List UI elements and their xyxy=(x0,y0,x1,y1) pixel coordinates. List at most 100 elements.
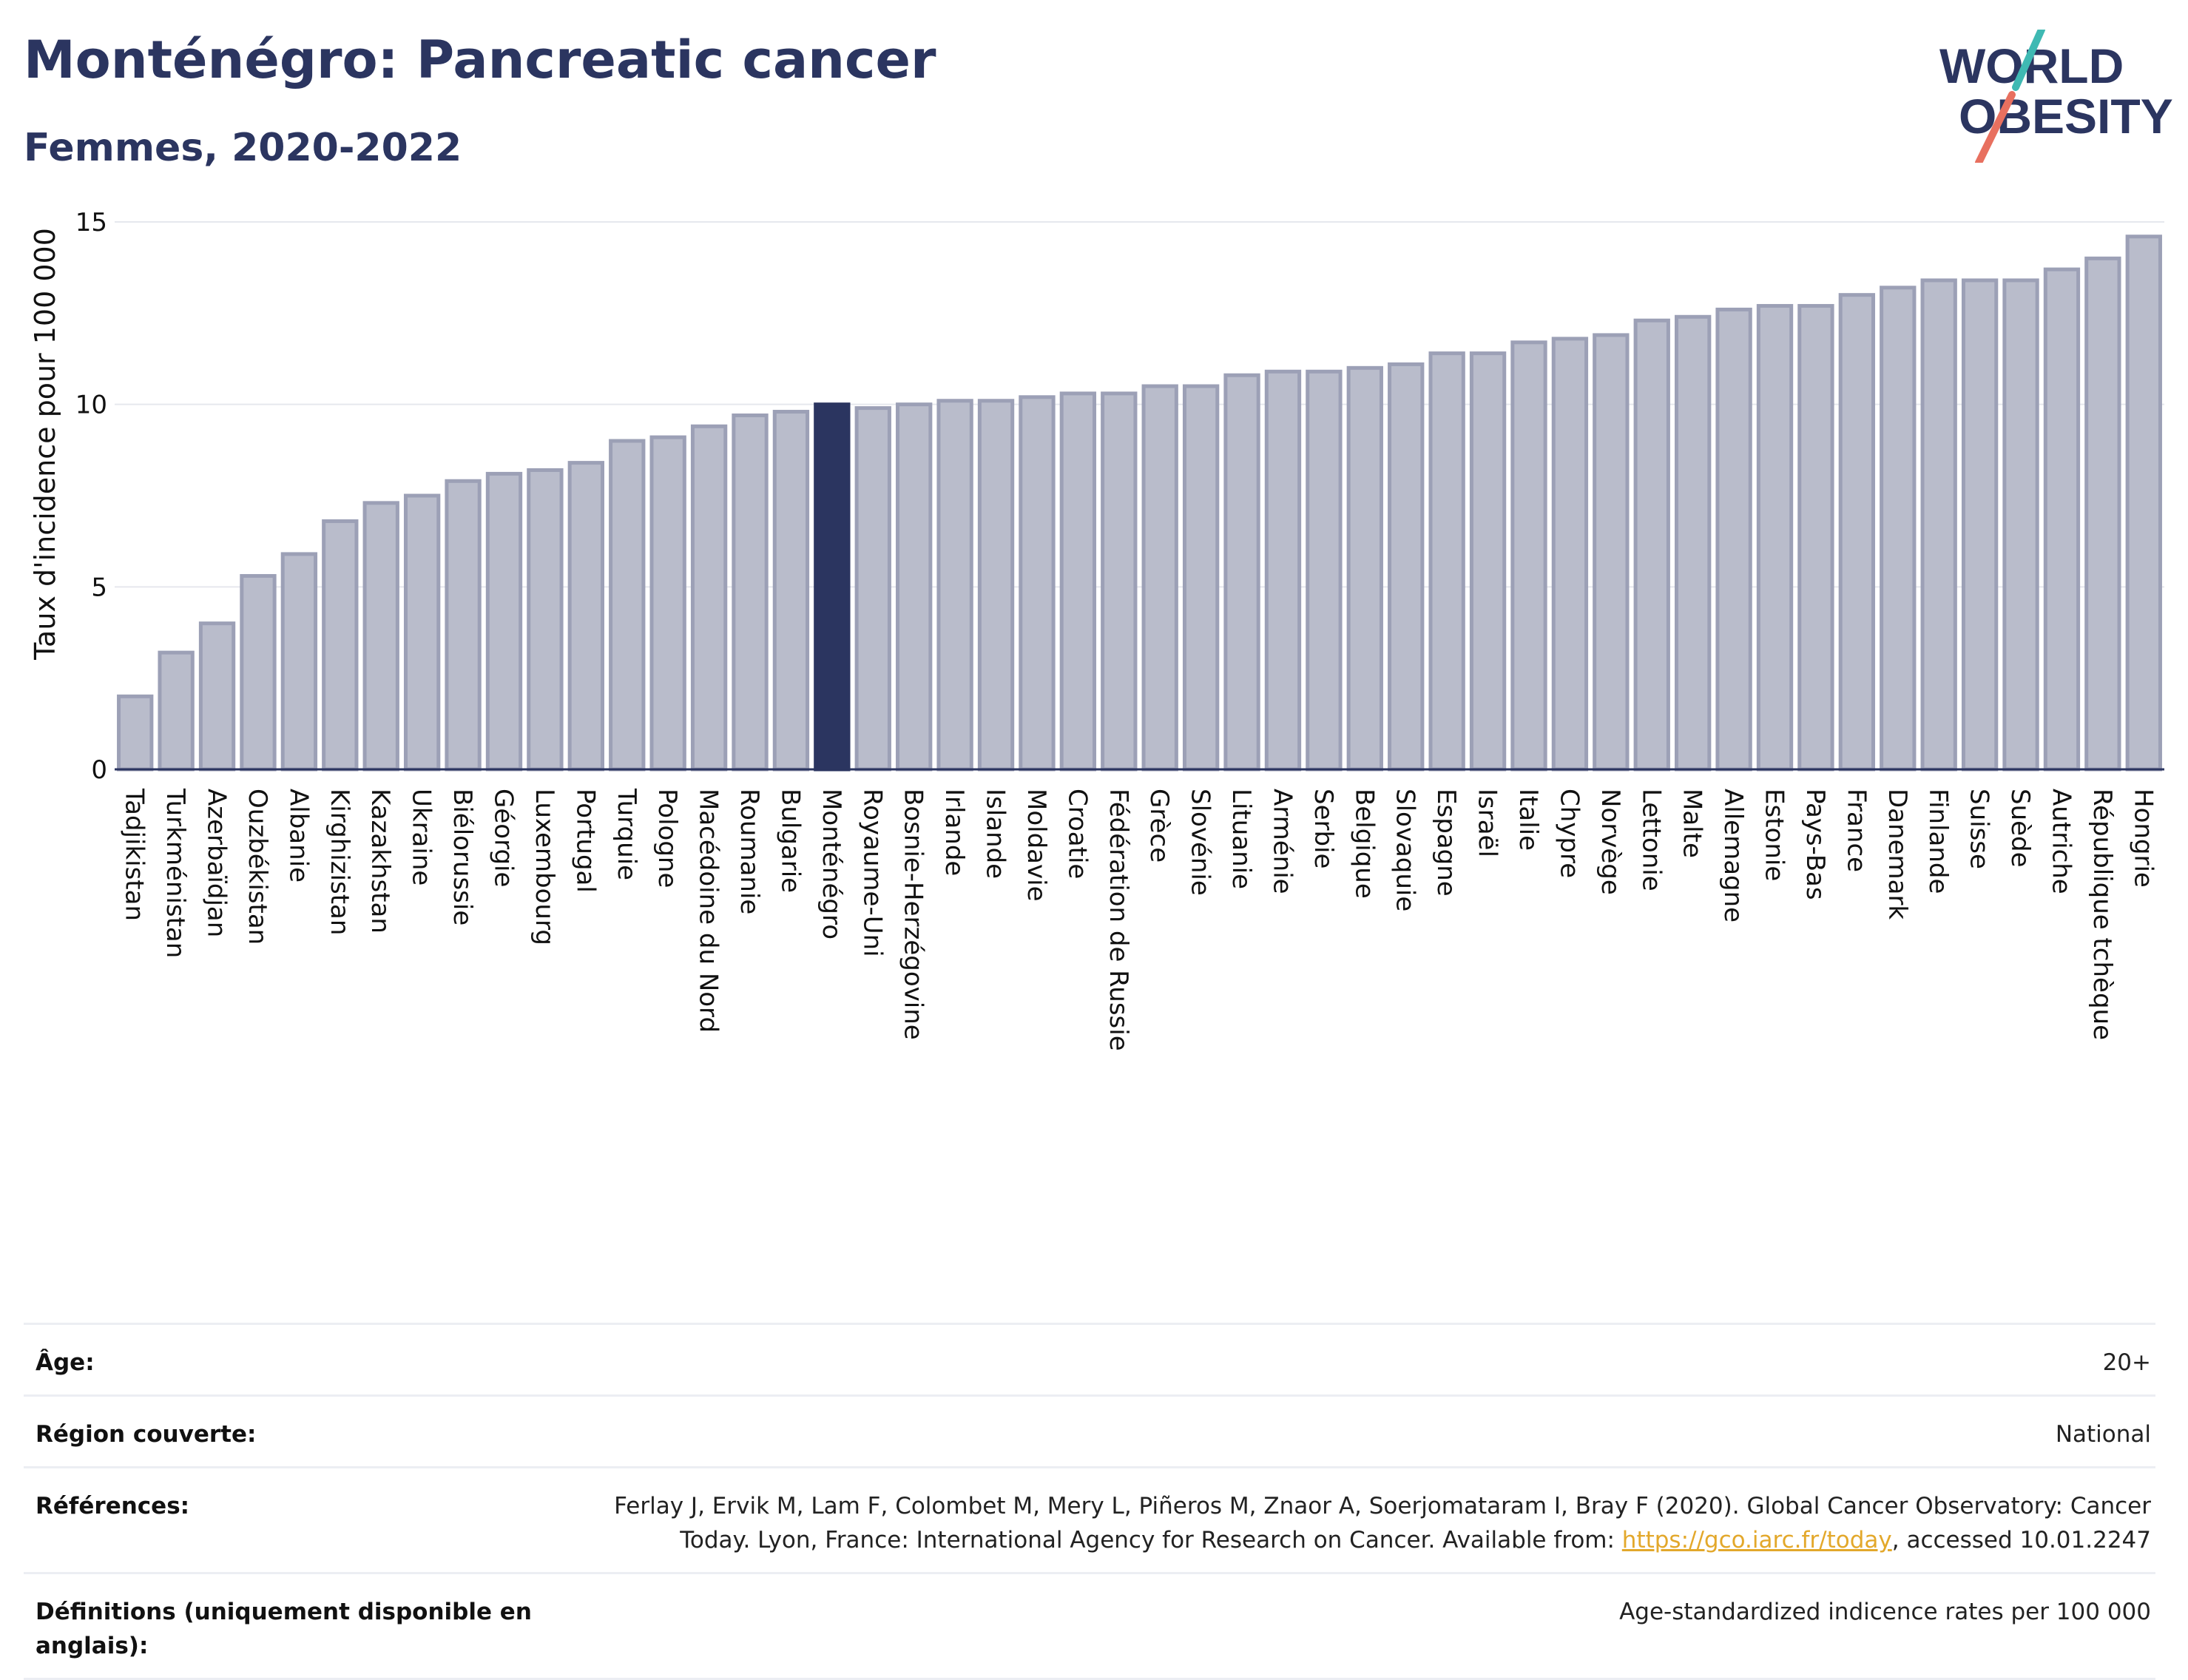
bar xyxy=(1880,286,1917,772)
meta-row-age: Âge: 20+ xyxy=(24,1323,2155,1394)
meta-label-region: Région couverte: xyxy=(36,1421,257,1448)
y-axis-label: Taux d'incidence pour 100 000 xyxy=(29,228,61,661)
bar xyxy=(117,694,154,772)
x-tick-label: Lituanie xyxy=(1226,789,1256,889)
bar xyxy=(649,435,686,772)
bar xyxy=(1101,391,1138,772)
bar xyxy=(1141,384,1178,772)
meta-value-definitions: Age-standardized indicence rates per 100… xyxy=(1619,1599,2151,1625)
reference-link[interactable]: https://gco.iarc.fr/today xyxy=(1621,1527,1892,1554)
bar-chart: 0 5 10 15 Tadjikistan Turkménistan Azerbaïdja… xyxy=(29,208,2164,1051)
meta-label-age: Âge: xyxy=(36,1349,95,1376)
x-tick-label: Fédération de Russie xyxy=(1104,789,1133,1051)
x-tick-label: Irlande xyxy=(939,789,969,876)
x-tick-label: Moldavie xyxy=(1022,789,1051,902)
bar xyxy=(2002,278,2039,772)
x-tick-label: Israël xyxy=(1473,789,1502,857)
meta-row-definitions: Définitions (uniquement disponible en an… xyxy=(24,1572,2155,1680)
bar xyxy=(1551,337,1589,772)
bar xyxy=(362,501,399,772)
x-tick-label: Slovénie xyxy=(1186,789,1215,896)
x-tick-label: Monténégro xyxy=(817,789,846,939)
bar xyxy=(1306,369,1343,772)
x-tick-label: Tadjikistan xyxy=(120,788,149,921)
chart-title: Monténégro: Pancreatic cancer xyxy=(24,30,936,90)
x-tick-label: Arménie xyxy=(1267,789,1297,894)
x-tick-label: Lettonie xyxy=(1636,789,1666,891)
bar xyxy=(1961,278,1999,772)
bar xyxy=(977,399,1015,772)
x-tick-label: Kazakhstan xyxy=(365,789,395,934)
x-tick-label: Estonie xyxy=(1760,789,1789,881)
meta-label-definitions: Définitions (uniquement disponible en an… xyxy=(36,1599,532,1659)
x-tick-label: Portugal xyxy=(570,789,600,893)
bar xyxy=(2125,235,2162,772)
bar xyxy=(1059,391,1097,772)
bar xyxy=(1428,351,1465,772)
x-tick-label: Suède xyxy=(2005,789,2035,868)
world-obesity-logo: WORLD OBESITY xyxy=(1939,30,2173,163)
y-tick-label: 5 xyxy=(91,573,107,602)
bar xyxy=(1182,384,1220,772)
x-tick-label: Autriche xyxy=(2046,789,2076,894)
x-tick-label: Ukraine xyxy=(407,789,436,885)
chart-subtitle: Femmes, 2020-2022 xyxy=(24,126,462,170)
bar xyxy=(1346,365,1383,772)
x-tick-label: Chypre xyxy=(1554,789,1584,878)
bar xyxy=(198,621,236,772)
bar xyxy=(567,461,604,772)
logo-slash-coral xyxy=(1975,91,2016,163)
x-tick-label: Bulgarie xyxy=(775,789,805,893)
x-tick-label: Grèce xyxy=(1144,789,1174,863)
bar xyxy=(322,519,359,772)
bar xyxy=(896,402,933,772)
bar xyxy=(690,424,728,772)
bar xyxy=(1019,395,1056,772)
reference-text: Ferlay J, Ervik M, Lam F, Colombet M, Me… xyxy=(614,1493,2151,1554)
x-tick-label: Finlande xyxy=(1923,789,1953,894)
bar xyxy=(2084,256,2121,772)
x-tick-label: Macédoine du Nord xyxy=(694,789,723,1033)
reference-accessed: , accessed 10.01.2247 xyxy=(1891,1527,2151,1554)
bar xyxy=(772,410,810,772)
bar xyxy=(485,471,523,772)
x-tick-label: Norvège xyxy=(1596,789,1625,895)
meta-value-references: Ferlay J, Ervik M, Lam F, Colombet M, Me… xyxy=(561,1489,2155,1557)
bar xyxy=(936,399,973,772)
x-tick-label: Serbie xyxy=(1309,789,1338,868)
bar xyxy=(1633,318,1670,772)
x-tick-label: Islande xyxy=(981,789,1010,879)
x-tick-label: Ouzbékistan xyxy=(243,789,272,945)
bar xyxy=(1920,278,1957,772)
bar-highlighted xyxy=(814,402,851,772)
bar xyxy=(1469,351,1507,772)
bar xyxy=(158,650,195,772)
x-tick-label: Luxembourg xyxy=(530,789,559,945)
bar xyxy=(2043,267,2081,772)
x-tick-label: Bosnie-Herzégovine xyxy=(899,789,928,1040)
bar xyxy=(1593,333,1630,772)
bar xyxy=(1797,303,1834,772)
bar xyxy=(445,479,482,772)
meta-value-age: 20+ xyxy=(2102,1349,2151,1376)
bar xyxy=(1388,362,1425,772)
x-tick-label: Croatie xyxy=(1062,789,1092,879)
x-tick-label: Slovaquie xyxy=(1391,789,1420,911)
x-tick-label: Pays-Bas xyxy=(1800,789,1830,900)
x-tick-label: Hongrie xyxy=(2128,789,2158,888)
bar xyxy=(609,439,646,772)
bar xyxy=(732,413,769,772)
bar xyxy=(1756,303,1794,772)
bar xyxy=(1715,307,1752,772)
x-tick-label: Pologne xyxy=(652,789,682,888)
x-tick-label: Espagne xyxy=(1431,789,1461,897)
x-tick-label: Danemark xyxy=(1883,789,1912,920)
bar xyxy=(280,552,318,772)
y-tick-label: 10 xyxy=(75,391,107,420)
y-tick-labels: 0 5 10 15 xyxy=(75,208,107,785)
bar xyxy=(527,468,564,772)
x-tick-label: Suisse xyxy=(1965,789,1994,869)
metadata-table: Âge: 20+ Région couverte: National Référ… xyxy=(24,1323,2155,1680)
x-tick-label: Azerbaïdjan xyxy=(202,789,232,937)
x-tick-label: République tchèque xyxy=(2087,789,2117,1040)
